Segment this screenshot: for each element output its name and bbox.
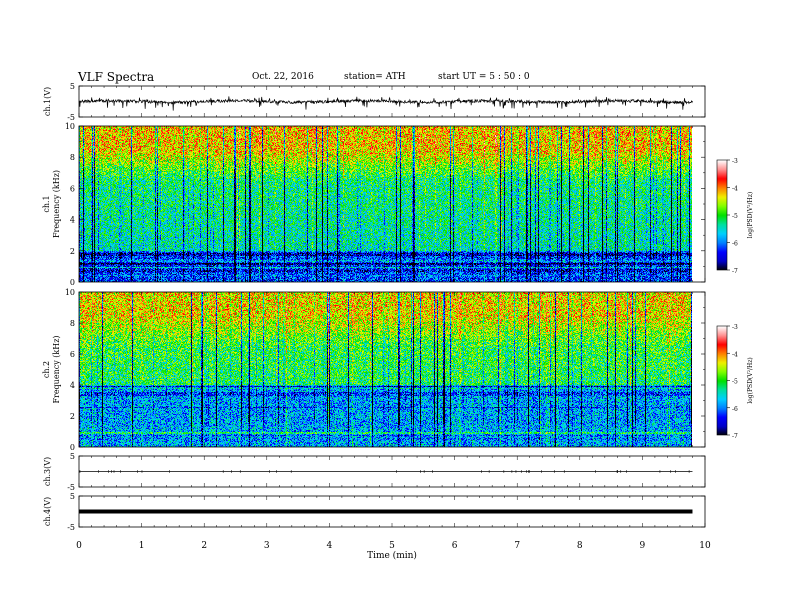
ch2-spectrogram-ytick-label: 10 [65, 288, 75, 297]
ch2-colorbar-tick-label: -6 [732, 406, 738, 413]
ch3-waveform-ytick-label: -5 [67, 483, 75, 492]
start-time-label: start UT = 5 : 50 : 0 [438, 72, 530, 82]
xtick-label: 7 [514, 541, 520, 551]
ch4-waveform-ytick-label: -5 [67, 523, 75, 532]
ch2-colorbar-label: log(PSD(V²/Hz) [747, 357, 754, 404]
ch1-spectrogram-ytick-label: 10 [65, 122, 75, 131]
xtick-label: 8 [577, 541, 583, 551]
ch2-spectrogram-ytick-label: 6 [70, 350, 75, 359]
ch2-spectrogram-frame [78, 291, 706, 448]
ch1-colorbar-tick-label: -7 [732, 268, 738, 275]
xtick-label: 3 [264, 541, 270, 551]
ch1-spectrogram-ytick-label: 6 [70, 184, 75, 193]
xtick-label: 4 [327, 541, 333, 551]
xtick-label: 10 [699, 541, 711, 551]
ch1-colorbar-tick-label: -6 [732, 241, 738, 248]
ch1-spectrogram-ytick-label: 8 [70, 153, 75, 162]
date-label: Oct. 22, 2016 [252, 72, 314, 82]
ch1-spectrogram-ytick-label: 0 [70, 278, 75, 287]
xtick-label: 1 [139, 541, 145, 551]
xtick-label: 6 [452, 541, 458, 551]
ch2-colorbar [717, 326, 727, 435]
ch2-spectrogram-ytick-label: 4 [70, 381, 75, 390]
ch1-spectrogram-ylabel: Frequency (kHz) [52, 170, 61, 238]
ch1-colorbar-frame [716, 159, 728, 271]
ch1-waveform-ytick-label: 5 [70, 82, 75, 91]
ch1-spectrogram [79, 126, 692, 282]
x-axis-label: Time (min) [367, 550, 417, 561]
ch3-waveform-ytick-label: 5 [70, 452, 75, 461]
ch1-colorbar [717, 160, 727, 270]
ch2-spectrogram-ytick-label: 2 [70, 412, 75, 421]
ch2-colorbar-frame [716, 325, 728, 436]
ch2-colorbar-tick-label: -4 [732, 351, 738, 358]
ch2-colorbar-tick-label: -7 [732, 433, 738, 440]
ch2-colorbar-tick-label: -3 [732, 324, 738, 331]
ch2-spectrogram-ytick-label: 8 [70, 319, 75, 328]
ch4-waveform-ylabel: ch.4(V) [43, 497, 52, 526]
ch1-colorbar-tick-label: -5 [732, 213, 738, 220]
ch1-waveform-ylabel: ch.1(V) [43, 87, 52, 116]
ch3-waveform-ylabel: ch.3(V) [43, 457, 52, 486]
ch4-waveform-ytick-label: 5 [70, 492, 75, 501]
ch1-spectrogram-ytick-label: 2 [70, 247, 75, 256]
ch1-spectrogram-channel-label: ch.1 [42, 195, 51, 212]
xtick-label: 0 [76, 541, 82, 551]
ch1-waveform-ytick-label: -5 [67, 113, 75, 122]
ch1-spectrogram-frame [78, 125, 706, 283]
ch2-spectrogram-ytick-label: 0 [70, 443, 75, 452]
xtick-label: 2 [201, 541, 207, 551]
ch2-spectrogram [79, 292, 692, 447]
ch1-spectrogram-ytick-label: 4 [70, 216, 75, 225]
ch2-colorbar-tick-label: -5 [732, 379, 738, 386]
ch2-spectrogram-ylabel: Frequency (kHz) [52, 335, 61, 403]
ch1-colorbar-tick-label: -3 [732, 158, 738, 165]
xtick-label: 5 [389, 541, 395, 551]
station-label: station= ATH [344, 72, 406, 82]
ch2-spectrogram-channel-label: ch.2 [42, 361, 51, 378]
figure-title: VLF Spectra [78, 70, 155, 84]
ch1-colorbar-label: log(PSD(V²/Hz) [747, 192, 754, 239]
ch1-waveform-trace [78, 96, 693, 111]
xtick-label: 9 [640, 541, 646, 551]
ch1-colorbar-tick-label: -4 [732, 186, 738, 193]
